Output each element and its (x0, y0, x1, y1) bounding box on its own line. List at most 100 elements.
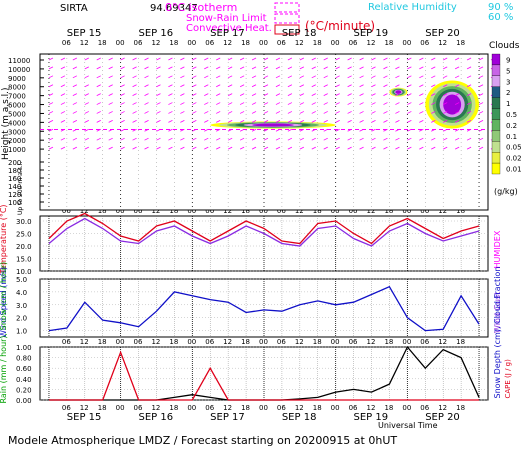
wind-barb (419, 75, 424, 79)
series-line (48, 217, 480, 247)
wind-barb (239, 146, 245, 150)
wind-barb (168, 84, 173, 88)
wind-barb (96, 57, 101, 61)
station-coords: 94.69347 (150, 3, 198, 14)
wind-barb (443, 66, 448, 70)
wind-barb (383, 57, 388, 61)
wind-barb (323, 146, 328, 150)
wind-barb (168, 66, 173, 70)
wind-barb (407, 57, 412, 61)
wind-barb (144, 75, 149, 79)
wind-barb (383, 111, 388, 114)
height-tick-label: 7000 (8, 93, 26, 101)
wind-barb (96, 137, 101, 141)
hour-tick-label: 18 (384, 39, 393, 47)
day-tick-label: SEP 18 (282, 412, 317, 423)
hour-tick-label: 12 (367, 39, 376, 47)
wind-barb (347, 128, 352, 132)
wind-barb (431, 146, 436, 150)
colorbar-unit: (g/kg) (494, 187, 518, 196)
wind-barb (431, 111, 436, 114)
wind-barb (168, 93, 173, 96)
right-axis-label-2: CAPE (J / g) (504, 359, 512, 399)
wind-barb (216, 111, 221, 114)
wind-barb (466, 66, 472, 70)
hour-tick-label: 18 (169, 39, 178, 47)
hour-tick-label: 18 (98, 207, 107, 215)
height-tick-label: 120 (8, 191, 21, 199)
wind-barb (96, 102, 101, 105)
wind-barb (311, 75, 316, 79)
wind-barb (383, 102, 388, 105)
height-tick-label: 1000 (8, 146, 26, 154)
wind-barb (323, 128, 328, 132)
wind-barb (48, 57, 54, 61)
height-tick-label: 200 (8, 159, 21, 167)
value-tick-label: 10.0 (16, 268, 32, 276)
wind-barb (132, 146, 137, 150)
wind-barb (359, 146, 364, 150)
wind-barb (371, 84, 376, 88)
wind-barb (168, 120, 173, 123)
hour-tick-label: 06 (277, 338, 286, 346)
wind-barb (371, 102, 376, 105)
wind-barb (311, 120, 316, 123)
colorbar-title: Clouds (489, 41, 520, 51)
wind-barb (478, 75, 484, 79)
day-tick-label: SEP 18 (282, 28, 317, 39)
wind-barb (132, 111, 137, 114)
wind-barb (132, 84, 137, 88)
wind-barb (335, 66, 340, 70)
colorbar-tick-label: 5 (506, 67, 510, 75)
wind-barb (311, 137, 316, 141)
colorbar-swatch (491, 141, 501, 153)
hour-tick-label: 12 (151, 338, 160, 346)
wind-barb (383, 75, 388, 79)
height-tick-label: 100 (8, 199, 21, 207)
wind-barb (48, 75, 54, 79)
wind-barb (96, 66, 101, 70)
wind-barb (419, 128, 424, 132)
wind-barb (443, 146, 448, 150)
cloud-blob (252, 123, 294, 127)
wind-barb (359, 102, 364, 105)
wind-barb (204, 120, 209, 123)
wind-barb (335, 102, 340, 105)
wind-barb (168, 128, 173, 132)
wind-barb (299, 66, 305, 70)
wind-barb (383, 66, 388, 70)
wind-barb (60, 84, 66, 88)
legend-isotherm: 0°C isotherm (165, 1, 237, 14)
wind-barb (395, 84, 400, 88)
wind-barb (299, 137, 305, 141)
wind-barb (168, 111, 173, 114)
wind-barb (395, 128, 400, 132)
wind-barb (443, 137, 448, 141)
wind-barb (263, 120, 269, 123)
value-tick-label: 15.0 (16, 256, 32, 264)
wind-barb (395, 120, 400, 123)
wind-barb (431, 93, 436, 96)
hour-tick-label: 18 (456, 338, 465, 346)
colorbar-tick-label: 9 (506, 56, 510, 64)
hour-tick-label: 12 (80, 207, 89, 215)
wind-barb (347, 137, 352, 141)
wind-barb (454, 75, 460, 79)
wind-barb (60, 146, 66, 150)
wind-barb (239, 137, 245, 141)
hour-tick-label: 18 (313, 338, 322, 346)
wind-barb (48, 146, 54, 150)
colorbar-tick-label: 0.5 (506, 111, 517, 119)
wind-barb (431, 137, 436, 141)
wind-barb (443, 75, 448, 79)
wind-barb (335, 93, 340, 96)
legend-snow-swatch (274, 13, 300, 24)
wind-barb (120, 66, 125, 70)
wind-barb (431, 57, 436, 61)
wind-barb (72, 84, 78, 88)
wind-barb (395, 111, 400, 114)
wind-barb (478, 111, 484, 114)
wind-barb (383, 137, 388, 141)
height-tick-label: 160 (8, 175, 21, 183)
hour-tick-label: 06 (277, 404, 286, 412)
